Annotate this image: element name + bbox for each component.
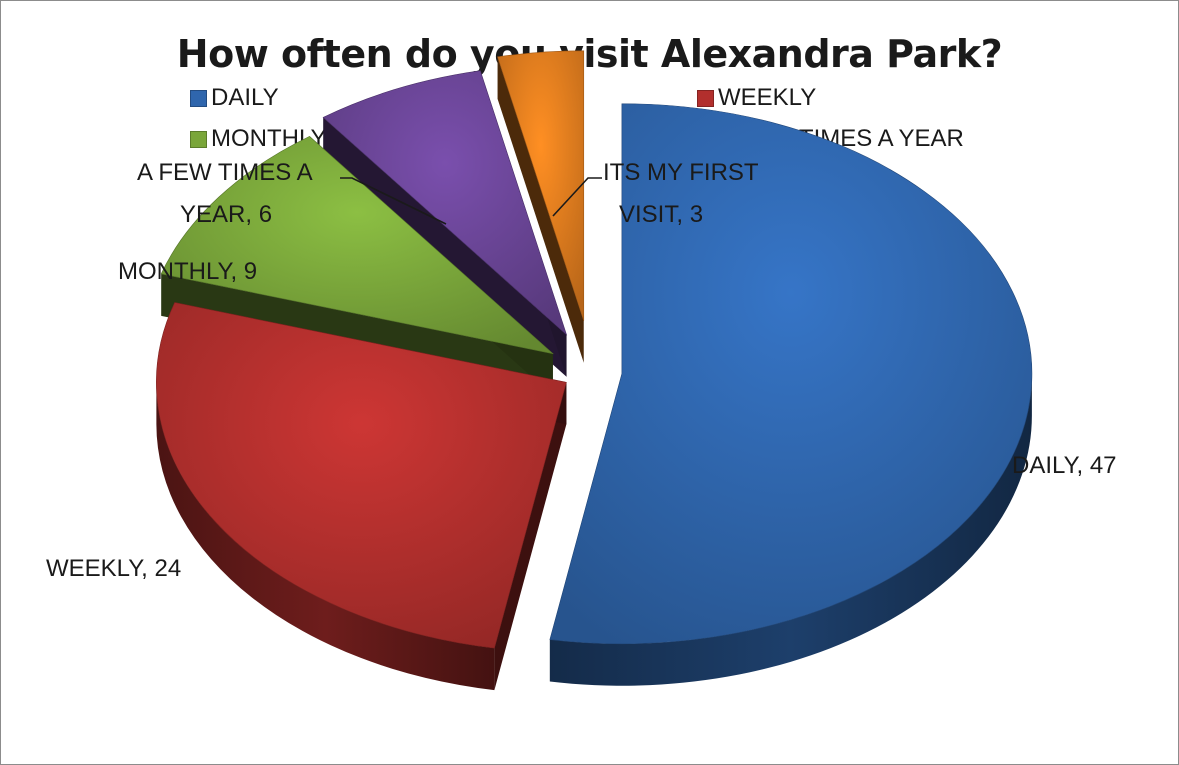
legend-swatch-daily [190,89,207,107]
slice-wall-start-weekly [494,382,567,691]
leader-line-a-few-times-a-year [340,177,447,225]
legend-swatch-weekly [697,89,714,107]
legend-item-weekly: WEEKLY [697,84,816,112]
chart-title: How often do you visit Alexandra Park? [176,32,1003,76]
slice-top-its-my-first-visit [497,50,585,321]
data-label-a-few-times-a-year-line2: YEAR, 6 [180,201,272,228]
data-label-weekly: WEEKLY, 24 [46,555,181,582]
slice-weekly [156,302,567,691]
slice-top-weekly [156,302,567,649]
data-label-its-my-first-visit-line2: VISIT, 3 [619,201,703,228]
legend-label-weekly: WEEKLY [718,84,817,111]
slice-side-daily [549,373,1032,686]
slice-its-my-first-visit [497,50,585,363]
data-label-daily: DAILY, 47 [1012,452,1117,479]
legend-label-daily: DAILY [211,84,279,111]
legend-swatch-monthly [190,130,207,148]
data-label-its-my-first-visit-line1: ITS MY FIRST [603,159,759,186]
slice-side-weekly [156,382,495,691]
slice-top-monthly [160,135,554,355]
slice-top-daily [549,103,1033,645]
slice-top-a-few-times-a-year [322,70,568,336]
data-label-monthly: MONTHLY, 9 [118,258,257,285]
slice-daily [549,103,1033,686]
legend-item-daily: DAILY [190,84,279,112]
leader-line-its-my-first-visit [552,177,602,217]
slice-wall-start-its-my-first-visit [497,56,584,363]
data-label-a-few-times-a-year-line1: A FEW TIMES A [137,159,313,186]
